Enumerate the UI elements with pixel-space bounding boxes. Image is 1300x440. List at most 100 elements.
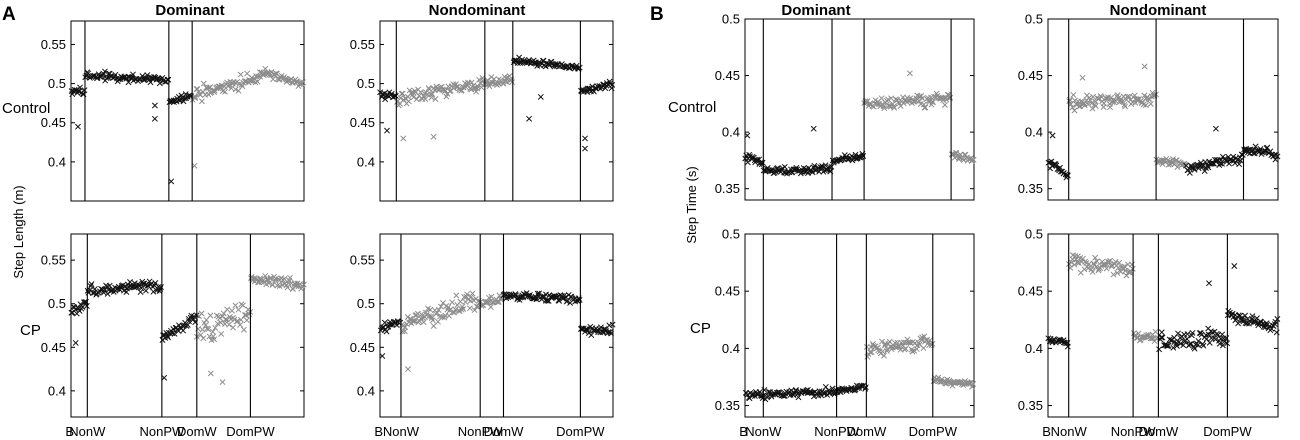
- data-point: [397, 95, 404, 102]
- data-point: [238, 316, 244, 323]
- data-point: [1216, 340, 1223, 347]
- outlier-point: [207, 370, 214, 377]
- y-tick-label: 0.55: [350, 37, 375, 52]
- data-point: [244, 70, 251, 77]
- data-point: [1200, 342, 1207, 349]
- outlier-point: [1212, 125, 1219, 132]
- axes-frame: [70, 20, 305, 202]
- data-point: [970, 381, 977, 387]
- data-point: [926, 337, 933, 344]
- data-point: [1107, 104, 1114, 111]
- data-point: [1183, 162, 1190, 169]
- outlier-point: [537, 93, 544, 100]
- y-tick-label: 0.35: [715, 181, 740, 196]
- data-point: [224, 306, 231, 313]
- data-point: [970, 156, 977, 163]
- data-point: [147, 79, 154, 86]
- data-point: [222, 88, 228, 95]
- y-tick-label: 0.35: [715, 398, 740, 413]
- data-point: [590, 88, 597, 95]
- data-point: [1064, 172, 1071, 179]
- x-tick-label: NonW: [69, 424, 106, 439]
- data-point: [1189, 329, 1196, 336]
- y-tick-label: 0.5: [1025, 227, 1043, 242]
- data-point: [228, 85, 235, 92]
- data-point: [452, 306, 459, 313]
- data-point: [1122, 267, 1129, 274]
- data-point: [156, 80, 163, 87]
- data-point: [1177, 340, 1184, 347]
- data-point: [829, 385, 836, 392]
- data-point: [1204, 162, 1211, 169]
- y-axis-label-step-time: Step Time (s): [684, 166, 699, 243]
- data-point: [1274, 153, 1281, 160]
- y-axis-label-step-length: Step Length (m): [11, 185, 26, 278]
- x-tick-label: B: [1042, 424, 1051, 439]
- data-point: [896, 343, 903, 350]
- data-point: [1199, 341, 1206, 347]
- outlier-point: [1141, 63, 1148, 70]
- x-tick-label: NonPW: [814, 424, 860, 439]
- outlier-point: [430, 133, 437, 140]
- y-tick-label: 0.4: [1025, 125, 1043, 140]
- data-point: [222, 316, 229, 323]
- y-tick-label: 0.45: [715, 284, 740, 299]
- data-point: [1249, 313, 1256, 320]
- data-point: [130, 71, 136, 78]
- y-tick-label: 0.4: [357, 154, 375, 169]
- outlier-point: [72, 339, 79, 346]
- outlier-point: [906, 70, 913, 77]
- data-point: [429, 91, 436, 98]
- x-tick-label: NonW: [745, 424, 782, 439]
- data-point: [406, 87, 413, 94]
- outlier-point: [151, 115, 158, 122]
- data-point: [428, 94, 435, 101]
- data-point: [1271, 152, 1278, 159]
- subplot-b-control-dominant: 0.35 0.4 0.45 0.5: [715, 12, 977, 201]
- data-point: [1254, 320, 1261, 327]
- data-point: [911, 347, 918, 354]
- data-point: [862, 385, 869, 392]
- data-point: [432, 96, 439, 102]
- data-point: [1209, 329, 1216, 336]
- data-point: [1092, 254, 1099, 261]
- panel-letter-a: A: [2, 4, 16, 25]
- y-tick-label: 0.4: [357, 383, 375, 398]
- data-point: [509, 79, 516, 86]
- data-point: [938, 376, 945, 383]
- data-point: [919, 95, 926, 102]
- data-point: [254, 78, 261, 85]
- data-point: [234, 318, 241, 325]
- data-point: [1149, 89, 1156, 96]
- outlier-point: [379, 353, 386, 359]
- y-tick-label: 0.55: [41, 253, 66, 268]
- data-point: [1094, 258, 1100, 265]
- x-tick-label: B: [65, 424, 74, 439]
- data-point: [1089, 268, 1096, 275]
- data-point: [809, 169, 816, 176]
- x-tick-label: B: [374, 424, 383, 439]
- data-point: [816, 168, 823, 175]
- plot-area: 0.40.450.50.550.40.450.50.550.40.450.50.…: [41, 12, 1281, 439]
- y-tick-label: 0.5: [722, 12, 740, 27]
- data-point: [1145, 95, 1152, 102]
- data-point: [265, 280, 272, 287]
- data-point: [300, 281, 307, 288]
- data-point: [202, 322, 209, 329]
- data-point: [1158, 334, 1165, 341]
- data-point: [891, 104, 898, 111]
- data-point: [597, 324, 604, 331]
- data-point: [1217, 157, 1224, 164]
- data-point: [409, 318, 416, 325]
- data-point: [1219, 160, 1225, 167]
- data-point: [405, 98, 412, 105]
- axes-frame: [379, 20, 614, 202]
- subplot-a-control-nondominant: 0.4 0.45 0.5 0.55: [350, 20, 616, 202]
- data-point: [862, 384, 869, 391]
- data-point: [792, 387, 799, 393]
- data-point: [1128, 261, 1135, 268]
- data-point: [484, 299, 491, 305]
- data-point: [925, 97, 932, 104]
- data-point: [1183, 335, 1190, 342]
